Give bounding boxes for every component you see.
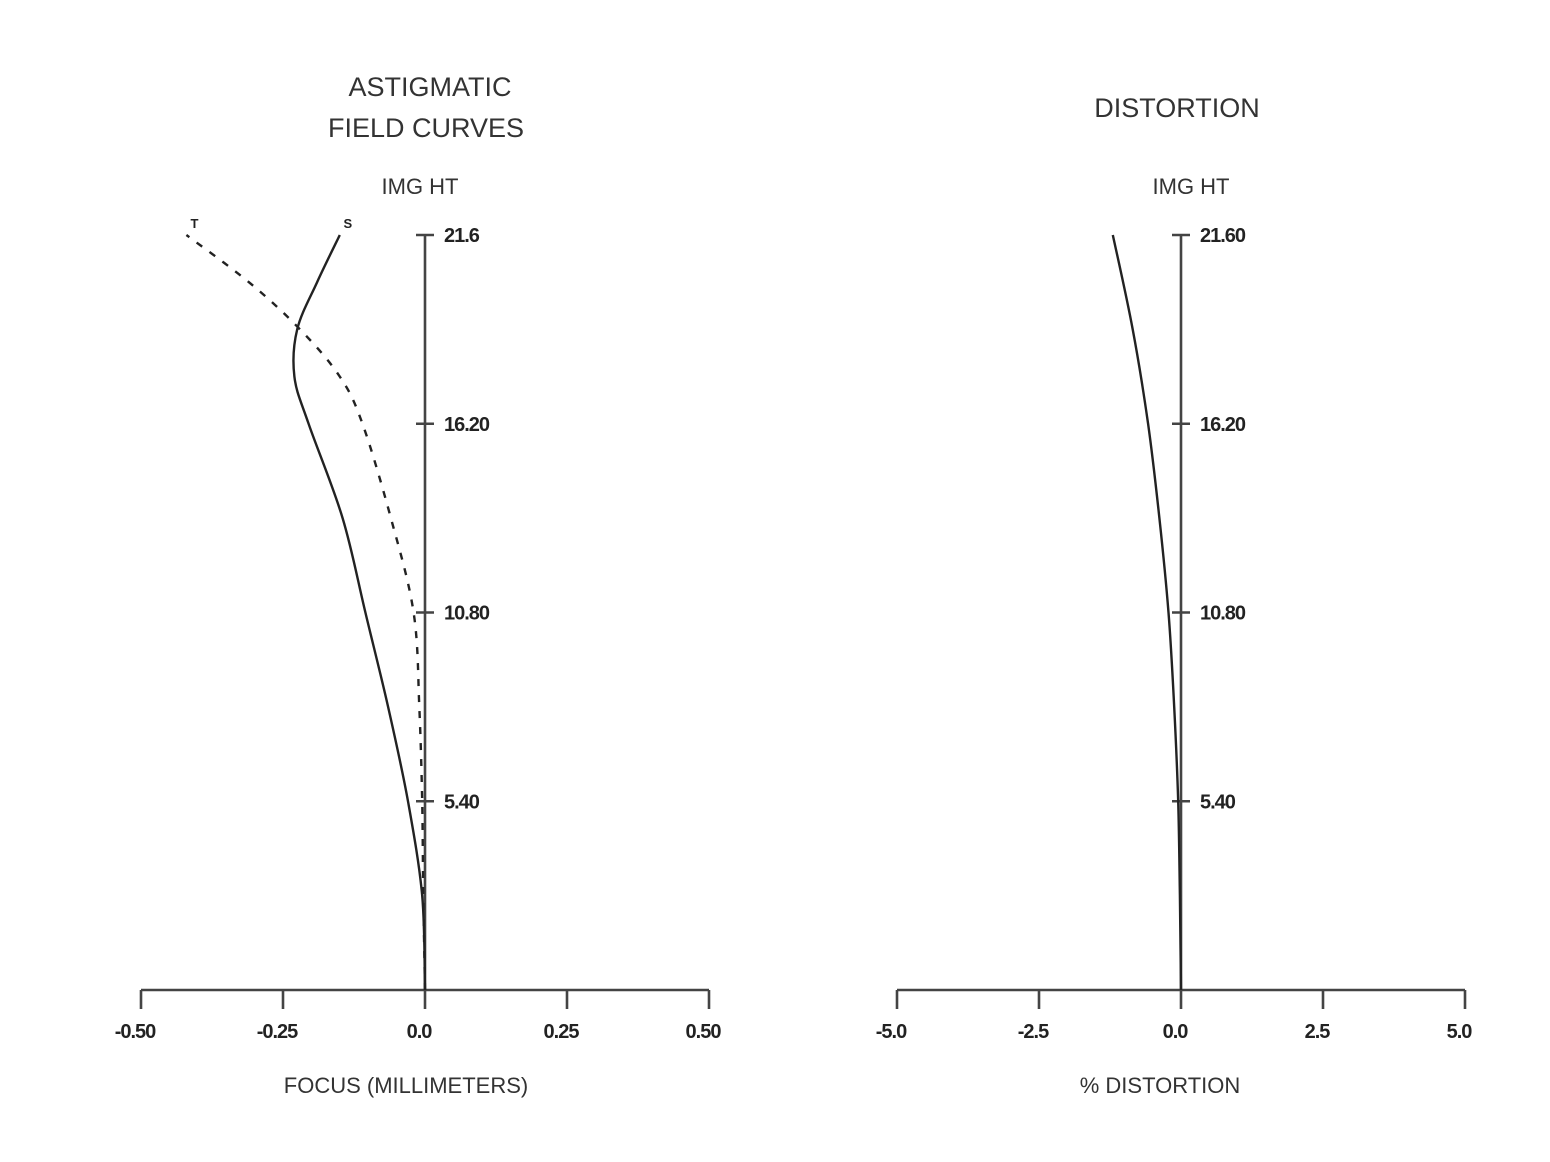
series-t-label: T [190, 216, 198, 231]
series-s-curve [292, 234, 427, 991]
x-tick-label: -0.25 [257, 1021, 298, 1043]
y-tick-label: 21.60 [1200, 225, 1246, 247]
x-tick-label: 5.0 [1447, 1021, 1473, 1043]
x-tick-label: -5.0 [876, 1021, 907, 1043]
distortion-curve [1111, 234, 1183, 991]
x-tick-label: 2.5 [1305, 1021, 1331, 1043]
chart-title: DISTORTION [1094, 93, 1260, 123]
chart-title-line-2: FIELD CURVES [328, 113, 524, 143]
y-tick-label: 16.20 [444, 414, 490, 436]
x-tick-label: 0.0 [407, 1021, 433, 1043]
x-tick-label: 0.50 [686, 1021, 722, 1043]
astigmatic-field-curves-panel: ASTIGMATIC FIELD CURVES IMG HT FOCUS (MI… [115, 72, 723, 1098]
x-tick-label: 0.25 [544, 1021, 580, 1043]
x-axis-label: FOCUS (MILLIMETERS) [284, 1073, 528, 1098]
series-t-curve [185, 234, 427, 991]
y-axis-label: IMG HT [1153, 174, 1230, 199]
x-axis-label: % DISTORTION [1080, 1073, 1241, 1098]
x-tick-label: 0.0 [1163, 1021, 1189, 1043]
y-tick-label: 21.6 [444, 225, 480, 247]
y-axis-label: IMG HT [382, 174, 459, 199]
y-tick-label: 5.40 [1200, 791, 1236, 813]
x-tick-label: -0.50 [115, 1021, 156, 1043]
y-tick-label: 10.80 [1200, 603, 1246, 625]
y-tick-label: 16.20 [1200, 414, 1246, 436]
y-tick-label: 5.40 [444, 791, 480, 813]
x-tick-label: -2.5 [1018, 1021, 1049, 1043]
series-s-label: S [343, 216, 352, 231]
chart-title-line-1: ASTIGMATIC [348, 72, 511, 102]
distortion-panel: DISTORTION IMG HT % DISTORTION -5.0 -2.5 0… [876, 93, 1474, 1098]
y-tick-label: 10.80 [444, 603, 490, 625]
